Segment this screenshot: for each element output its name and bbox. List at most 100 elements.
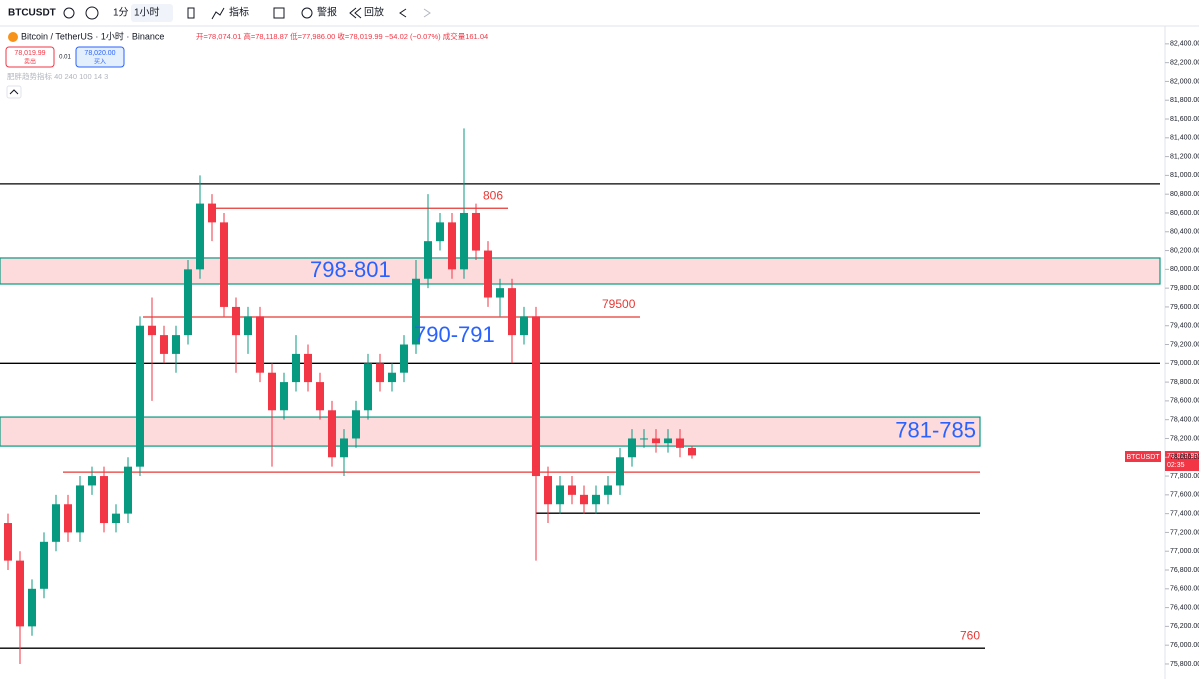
y-tick-label: 80,000.00 bbox=[1170, 266, 1199, 273]
y-tick-label: 76,600.00 bbox=[1170, 586, 1199, 593]
candle-body bbox=[148, 325, 156, 336]
candle-body bbox=[76, 485, 84, 533]
y-tick-label: 77,200.00 bbox=[1170, 529, 1199, 536]
candle-body bbox=[496, 288, 504, 298]
y-tick-label: 82,000.00 bbox=[1170, 78, 1199, 85]
candle-body bbox=[184, 269, 192, 336]
replay[interactable]: 回放 bbox=[364, 6, 384, 19]
collapse-button[interactable] bbox=[6, 85, 22, 99]
tag-symbol: BTCUSDT bbox=[1126, 454, 1160, 461]
candle-body bbox=[364, 363, 372, 411]
candle-body bbox=[280, 382, 288, 411]
buy-button[interactable] bbox=[75, 46, 125, 68]
chart-type-icon[interactable] bbox=[187, 7, 195, 19]
candle-body bbox=[520, 316, 528, 336]
y-tick-label: 81,200.00 bbox=[1170, 153, 1199, 160]
interval[interactable]: 1小时 bbox=[134, 7, 160, 19]
candle-body bbox=[544, 476, 552, 505]
candle-body bbox=[28, 588, 36, 627]
y-tick-label: 76,800.00 bbox=[1170, 567, 1199, 574]
y-tick-label: 78,200.00 bbox=[1170, 435, 1199, 442]
zone bbox=[0, 416, 981, 447]
indicator-icon[interactable] bbox=[211, 7, 225, 20]
candle-body bbox=[124, 466, 132, 514]
candle-body bbox=[424, 241, 432, 279]
y-tick-label: 81,400.00 bbox=[1170, 135, 1199, 142]
interval[interactable]: 1分 bbox=[113, 7, 129, 19]
candle-body bbox=[328, 410, 336, 458]
zone bbox=[0, 257, 1161, 285]
level-label: 806 bbox=[483, 188, 503, 202]
sell-price[interactable]: 78,019.99 bbox=[14, 50, 45, 57]
y-tick-label: 77,600.00 bbox=[1170, 492, 1199, 499]
candle-body bbox=[484, 250, 492, 298]
candle-body bbox=[112, 513, 120, 524]
candle-body bbox=[400, 344, 408, 373]
candle-body bbox=[208, 203, 216, 223]
y-tick-label: 79,400.00 bbox=[1170, 323, 1199, 330]
y-tick-label: 80,800.00 bbox=[1170, 191, 1199, 198]
candle-body bbox=[256, 316, 264, 373]
y-tick-label: 78,600.00 bbox=[1170, 398, 1199, 405]
buy-label[interactable]: 买入 bbox=[94, 58, 106, 66]
add-icon[interactable] bbox=[85, 6, 99, 20]
annotation: 790-791 bbox=[414, 322, 495, 347]
candle-body bbox=[160, 335, 168, 354]
spread: 0.01 bbox=[59, 55, 71, 61]
candle-body bbox=[580, 494, 588, 505]
y-tick-label: 80,200.00 bbox=[1170, 247, 1199, 254]
alerts[interactable]: 警报 bbox=[317, 6, 337, 19]
symbol[interactable]: BTCUSDT bbox=[8, 8, 56, 19]
y-tick-label: 77,000.00 bbox=[1170, 548, 1199, 555]
y-tick-label: 81,800.00 bbox=[1170, 97, 1199, 104]
interval-active-bg bbox=[131, 4, 173, 22]
candle-body bbox=[556, 485, 564, 505]
candle-body bbox=[436, 222, 444, 242]
tag-countdown: 02:35 bbox=[1167, 462, 1185, 469]
candle-body bbox=[376, 363, 384, 383]
candle-body bbox=[244, 316, 252, 336]
candle-body bbox=[388, 372, 396, 383]
candle-body bbox=[52, 504, 60, 542]
level-label: 760 bbox=[960, 628, 980, 642]
redo-icon[interactable] bbox=[423, 8, 431, 18]
y-tick-label: 76,000.00 bbox=[1170, 642, 1199, 649]
candle-body bbox=[340, 438, 348, 458]
candle-body bbox=[316, 382, 324, 411]
y-tick-label: 81,000.00 bbox=[1170, 172, 1199, 179]
indicators[interactable]: 指标 bbox=[229, 6, 249, 19]
candle-body bbox=[628, 438, 636, 458]
layout-icon[interactable] bbox=[273, 7, 285, 19]
candle-body bbox=[220, 222, 228, 307]
y-tick-label: 77,400.00 bbox=[1170, 510, 1199, 517]
legend-title: Bitcoin / TetherUS · 1小时 · Binance bbox=[21, 30, 164, 41]
compare-icon[interactable] bbox=[63, 7, 75, 19]
zone-label: 798-801 bbox=[310, 257, 391, 282]
candle-body bbox=[196, 203, 204, 270]
candle-body bbox=[604, 485, 612, 495]
price-tag: BTCUSDT 78,019.99 02:35 bbox=[1125, 451, 1199, 471]
sell-label[interactable]: 卖出 bbox=[24, 58, 36, 66]
candle-body bbox=[688, 447, 696, 456]
coin-icon bbox=[8, 32, 18, 42]
candle-body bbox=[16, 560, 24, 627]
collapse-icon[interactable] bbox=[9, 89, 19, 95]
sell-button[interactable] bbox=[5, 46, 55, 68]
buy-price[interactable]: 78,020.00 bbox=[84, 50, 115, 57]
replay-icon[interactable] bbox=[349, 7, 362, 19]
candle-body bbox=[676, 438, 684, 448]
candle-body bbox=[4, 523, 12, 561]
candle-body bbox=[568, 485, 576, 495]
candle-body bbox=[460, 212, 468, 270]
alert-icon[interactable] bbox=[301, 7, 313, 19]
candle-body bbox=[640, 438, 648, 440]
undo-icon[interactable] bbox=[399, 8, 407, 18]
y-tick-label: 76,200.00 bbox=[1170, 623, 1199, 630]
y-tick-label: 76,400.00 bbox=[1170, 604, 1199, 611]
y-tick-label: 80,400.00 bbox=[1170, 229, 1199, 236]
zone-label: 781-785 bbox=[895, 417, 976, 442]
y-tick-label: 78,800.00 bbox=[1170, 379, 1199, 386]
candle-body bbox=[352, 410, 360, 439]
